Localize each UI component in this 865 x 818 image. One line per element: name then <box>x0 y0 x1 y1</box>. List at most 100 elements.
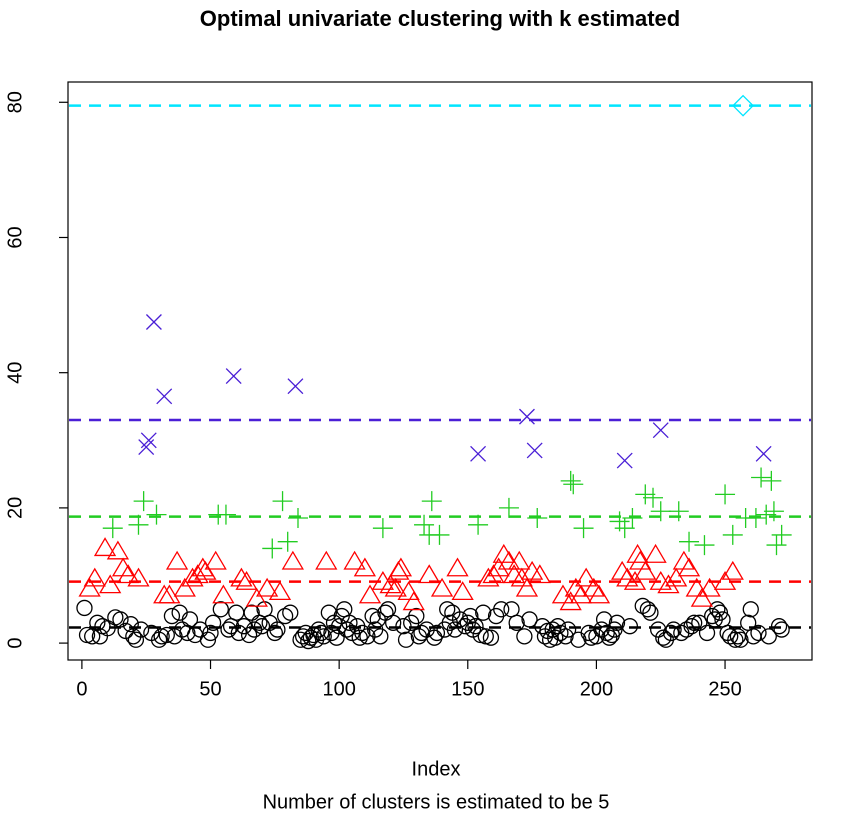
point <box>395 618 412 635</box>
point <box>282 604 299 621</box>
point <box>165 550 189 570</box>
point <box>385 614 402 631</box>
point <box>552 624 569 642</box>
point <box>639 601 657 618</box>
point <box>691 614 708 631</box>
point <box>281 550 304 570</box>
point <box>253 618 271 635</box>
point <box>559 621 577 638</box>
point <box>751 467 772 488</box>
point <box>608 614 626 631</box>
point <box>547 629 564 646</box>
point <box>127 567 150 587</box>
point <box>245 587 268 607</box>
point <box>520 560 544 580</box>
point <box>421 491 442 512</box>
point <box>446 621 464 638</box>
point <box>526 442 543 459</box>
point <box>727 631 744 648</box>
point <box>89 614 106 631</box>
point <box>146 504 167 525</box>
point <box>204 614 222 631</box>
point <box>761 470 782 491</box>
point <box>642 604 659 621</box>
subtitle: Number of clusters is estimated to be 5 <box>263 791 610 813</box>
point <box>426 629 443 646</box>
point <box>606 621 623 638</box>
point <box>715 484 736 505</box>
point <box>102 518 123 539</box>
plot-frame <box>67 81 813 661</box>
x-tick-label: 150 <box>451 678 484 700</box>
point <box>117 564 140 584</box>
point <box>655 629 672 646</box>
point <box>574 567 598 587</box>
point <box>601 629 618 646</box>
point <box>493 601 510 618</box>
point <box>255 577 279 597</box>
point <box>528 564 551 584</box>
point <box>487 557 510 577</box>
point <box>215 504 236 525</box>
point <box>477 628 494 645</box>
point <box>354 624 371 642</box>
point <box>315 628 332 645</box>
point <box>498 497 519 518</box>
point <box>408 607 425 625</box>
point <box>683 618 700 635</box>
point <box>194 560 217 580</box>
point <box>199 631 217 648</box>
point <box>503 601 520 618</box>
point <box>721 560 744 580</box>
point <box>487 607 505 625</box>
point <box>685 577 708 597</box>
point <box>351 629 368 646</box>
point <box>755 445 772 462</box>
x-tick-label: 0 <box>76 678 87 700</box>
point <box>418 564 441 584</box>
point <box>287 508 308 529</box>
point <box>372 518 393 539</box>
point <box>212 601 229 618</box>
point <box>482 564 505 584</box>
point <box>679 531 700 552</box>
point <box>402 591 425 611</box>
point <box>677 557 701 577</box>
point <box>595 611 613 628</box>
point <box>300 632 317 650</box>
point <box>569 584 593 604</box>
point <box>106 540 130 560</box>
point <box>644 543 667 563</box>
point <box>722 524 743 545</box>
point <box>668 501 689 522</box>
point <box>635 484 656 505</box>
point <box>150 631 168 648</box>
point <box>468 514 489 535</box>
point <box>563 474 584 495</box>
point <box>377 604 394 621</box>
point <box>228 604 245 621</box>
point <box>698 577 721 597</box>
x-tick-label: 50 <box>199 678 221 700</box>
point <box>657 574 680 594</box>
point <box>341 614 358 631</box>
point <box>358 584 382 604</box>
point <box>389 557 413 577</box>
point <box>179 624 196 642</box>
point <box>672 550 696 570</box>
point <box>225 368 242 385</box>
point <box>732 631 749 648</box>
point <box>763 501 784 522</box>
point <box>328 629 345 646</box>
point <box>623 570 647 590</box>
point <box>766 535 787 556</box>
point <box>277 531 298 552</box>
point <box>235 618 253 635</box>
x-tick-label: 250 <box>708 678 741 700</box>
point <box>320 604 338 621</box>
point <box>580 624 597 642</box>
point <box>622 508 643 529</box>
point <box>694 535 715 556</box>
point <box>559 591 582 611</box>
point <box>111 557 135 577</box>
